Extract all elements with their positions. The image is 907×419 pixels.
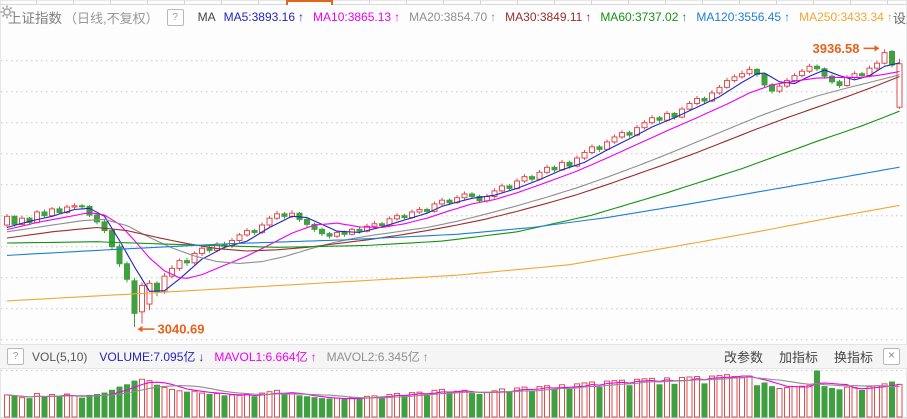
ma-readout-5: MA120:3556.45 ↑ bbox=[696, 10, 791, 24]
volume-help-icon[interactable]: ? bbox=[7, 348, 24, 365]
low-annotation: 3040.69 bbox=[137, 322, 205, 337]
ma-group-label: MA bbox=[197, 10, 216, 24]
ma-readout-1: MA10:3865.13 ↑ bbox=[313, 10, 401, 24]
ma-line-ma250 bbox=[6, 204, 900, 302]
volume-readout-1: MAVOL1:6.664亿 ↑ bbox=[214, 350, 317, 364]
volume-indicator-label: VOL(5,10) bbox=[32, 349, 88, 364]
switch-indicator-button[interactable]: 换指标 bbox=[833, 350, 873, 365]
mavol1-line bbox=[6, 375, 900, 400]
svg-text:3936.58: 3936.58 bbox=[813, 41, 860, 56]
ma-line-ma60 bbox=[6, 110, 900, 248]
tab-strip-remnant bbox=[0, 0, 907, 5]
ma-line-ma20 bbox=[6, 74, 900, 264]
trend-up-icon: ↑ bbox=[784, 10, 791, 24]
add-indicator-button[interactable]: 加指标 bbox=[778, 350, 818, 365]
svg-text:3040.69: 3040.69 bbox=[158, 322, 205, 337]
candles-layer bbox=[4, 49, 903, 328]
close-icon[interactable]: × bbox=[883, 348, 900, 365]
ma-readouts: MA5:3893.16 ↑ MA10:3865.13 ↑ MA20:3854.70 ↑ MA… bbox=[224, 10, 893, 24]
trend-down-icon: ↓ bbox=[198, 350, 205, 364]
active-tab-indicator[interactable] bbox=[286, 0, 333, 5]
ma-line-ma30 bbox=[6, 75, 900, 252]
mavol-lines-layer bbox=[6, 375, 900, 400]
ma-readout-0: MA5:3893.16 ↑ bbox=[223, 10, 305, 24]
indicator-buttons: 改参数 加指标 换指标 bbox=[724, 347, 873, 366]
trend-up-icon: ↑ bbox=[394, 10, 401, 24]
chart-header: 上证指数 （日线,不复权） ? MA MA5:3893.16 ↑ MA10:3865… bbox=[0, 5, 907, 29]
high-annotation: 3936.58 bbox=[813, 41, 880, 56]
trend-up-icon: ↑ bbox=[490, 10, 497, 24]
trend-up-icon: ↑ bbox=[298, 10, 305, 24]
volume-readout-2: MAVOL2:6.345亿 ↑ bbox=[326, 350, 429, 364]
ma-line-ma5 bbox=[6, 62, 900, 292]
chart-subtitle: （日线,不复权） bbox=[64, 10, 159, 26]
trend-up-icon: ↑ bbox=[585, 10, 592, 24]
ma-settings-button[interactable]: 设置均线▾ bbox=[892, 10, 907, 26]
ma-lines-layer bbox=[6, 62, 900, 302]
volume-readout-0: VOLUME:7.095亿 ↓ bbox=[99, 350, 205, 364]
mavol2-line bbox=[6, 376, 900, 399]
trend-up-icon: ↑ bbox=[886, 10, 893, 24]
volume-bars-layer bbox=[4, 370, 903, 418]
ma-line-ma120 bbox=[6, 166, 900, 256]
trend-up-icon: ↑ bbox=[681, 10, 688, 24]
ma-readout-4: MA60:3737.02 ↑ bbox=[600, 10, 688, 24]
ma-readout-2: MA20:3854.70 ↑ bbox=[409, 10, 497, 24]
ma-readout-3: MA30:3849.11 ↑ bbox=[505, 10, 592, 24]
ma-readout-6: MA250:3433.34 ↑ bbox=[799, 10, 893, 24]
change-params-button[interactable]: 改参数 bbox=[723, 350, 763, 365]
ma-line-ma10 bbox=[6, 70, 900, 279]
trend-up-icon: ↑ bbox=[310, 350, 317, 364]
trend-up-icon: ↑ bbox=[422, 350, 429, 364]
help-icon[interactable]: ? bbox=[166, 8, 184, 26]
chart-title: 上证指数 bbox=[8, 11, 62, 26]
volume-readouts: VOLUME:7.095亿 ↓ MAVOL1:6.664亿 ↑ MAVOL2:6.345… bbox=[99, 348, 428, 365]
volume-header: ? VOL(5,10) VOLUME:7.095亿 ↓ MAVOL1:6.664亿 ↑… bbox=[0, 344, 907, 369]
